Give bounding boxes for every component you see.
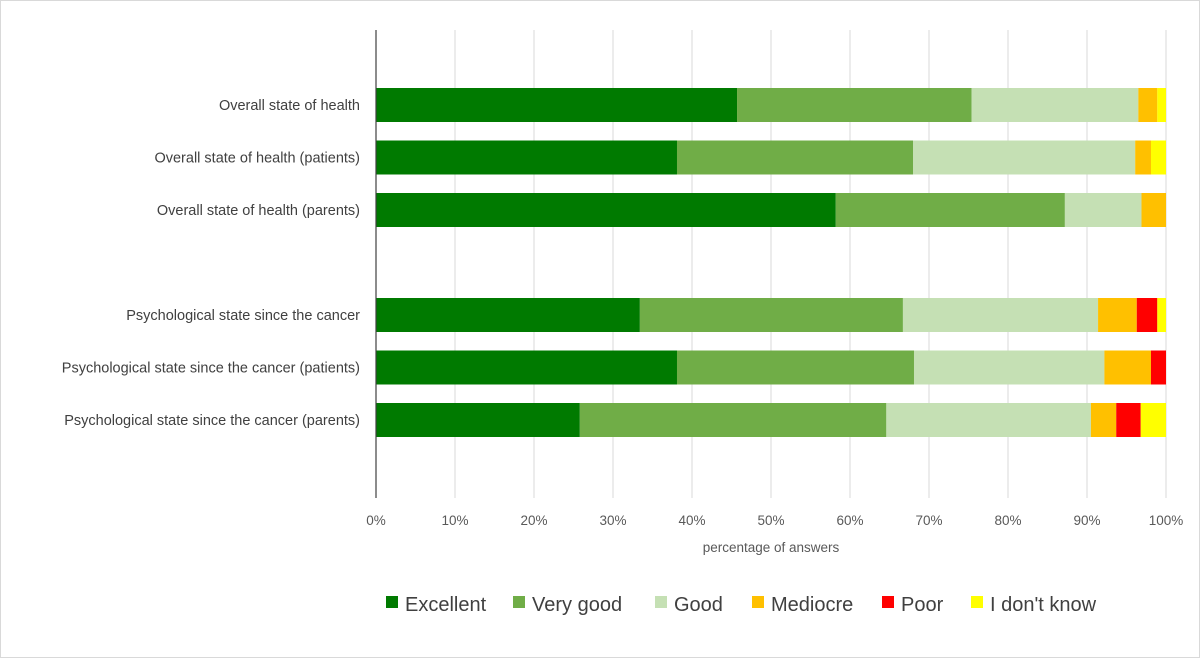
x-tick-labels: 0% 10% 20% 30% 40% 50% 60% 70% 80% 90% 100% [366, 513, 1183, 528]
legend-swatch [386, 596, 398, 608]
x-axis-title: percentage of answers [703, 540, 840, 555]
bar-segment-good [902, 298, 1099, 332]
legend-swatch [971, 596, 983, 608]
legend-item: Very good [513, 594, 622, 616]
bar-segment-i-don-t-know [1157, 298, 1166, 332]
x-tick-label: 90% [1073, 513, 1100, 528]
bar-segment-excellent [376, 350, 677, 385]
bar-segment-mediocre [1098, 298, 1137, 332]
category-labels: Overall state of health Overall state of … [62, 98, 360, 429]
category-label: Psychological state since the cancer (pa… [64, 413, 360, 429]
legend-item: I don't know [971, 594, 1097, 616]
bar-segment-i-don-t-know [1140, 403, 1166, 437]
legend-swatch [655, 596, 667, 608]
legend-swatch [882, 596, 894, 608]
bar-segment-very-good [639, 298, 903, 332]
legend: Excellent Very good Good Mediocre Poor I don'… [386, 594, 1097, 616]
bar-segment-i-don-t-know [1150, 140, 1166, 175]
legend-item: Poor [882, 594, 944, 616]
bar-segment-very-good [579, 403, 887, 437]
legend-label: Mediocre [771, 594, 853, 616]
bar-segment-excellent [376, 193, 836, 227]
bar-segment-excellent [376, 298, 640, 332]
bars [376, 88, 1166, 437]
bar-segment-mediocre [1141, 193, 1166, 227]
category-label: Psychological state since the cancer (pa… [62, 361, 360, 377]
x-tick-label: 50% [757, 513, 784, 528]
bar-segment-poor [1116, 403, 1141, 437]
legend-swatch [752, 596, 764, 608]
bar-segment-poor [1136, 298, 1158, 332]
bar-segment-good [913, 350, 1105, 385]
category-label: Overall state of health [219, 98, 360, 114]
bar-segment-excellent [376, 88, 738, 122]
x-tick-label: 60% [836, 513, 863, 528]
legend-item: Excellent [386, 594, 487, 616]
bar-segment-poor [1150, 350, 1166, 385]
x-tick-label: 40% [678, 513, 705, 528]
bar-segment-good [971, 88, 1139, 122]
bar-segment-mediocre [1135, 140, 1151, 175]
x-tick-label: 100% [1149, 513, 1184, 528]
bar-segment-excellent [376, 140, 677, 175]
bar-segment-excellent [376, 403, 580, 437]
x-tick-label: 30% [599, 513, 626, 528]
legend-label: Very good [532, 594, 622, 616]
legend-item: Good [655, 594, 723, 616]
category-label: Overall state of health (patients) [154, 151, 360, 167]
x-tick-label: 20% [520, 513, 547, 528]
legend-item: Mediocre [752, 594, 853, 616]
bar-segment-very-good [737, 88, 972, 122]
legend-swatch [513, 596, 525, 608]
x-tick-label: 80% [994, 513, 1021, 528]
legend-label: I don't know [990, 594, 1097, 616]
bar-segment-mediocre [1104, 350, 1151, 385]
bar-segment-very-good [676, 350, 914, 385]
bar-segment-very-good [835, 193, 1065, 227]
bar-segment-good [886, 403, 1091, 437]
category-label: Psychological state since the cancer [126, 308, 360, 324]
legend-label: Excellent [405, 594, 487, 616]
x-tick-label: 10% [441, 513, 468, 528]
bar-segment-mediocre [1138, 88, 1158, 122]
bar-segment-good [913, 140, 1136, 175]
bar-segment-good [1064, 193, 1142, 227]
bar-segment-i-don-t-know [1157, 88, 1166, 122]
legend-label: Poor [901, 594, 944, 616]
legend-label: Good [674, 594, 723, 616]
x-tick-label: 70% [915, 513, 942, 528]
bar-segment-very-good [676, 140, 914, 175]
x-tick-label: 0% [366, 513, 386, 528]
bar-segment-mediocre [1090, 403, 1117, 437]
category-label: Overall state of health (parents) [157, 203, 360, 219]
